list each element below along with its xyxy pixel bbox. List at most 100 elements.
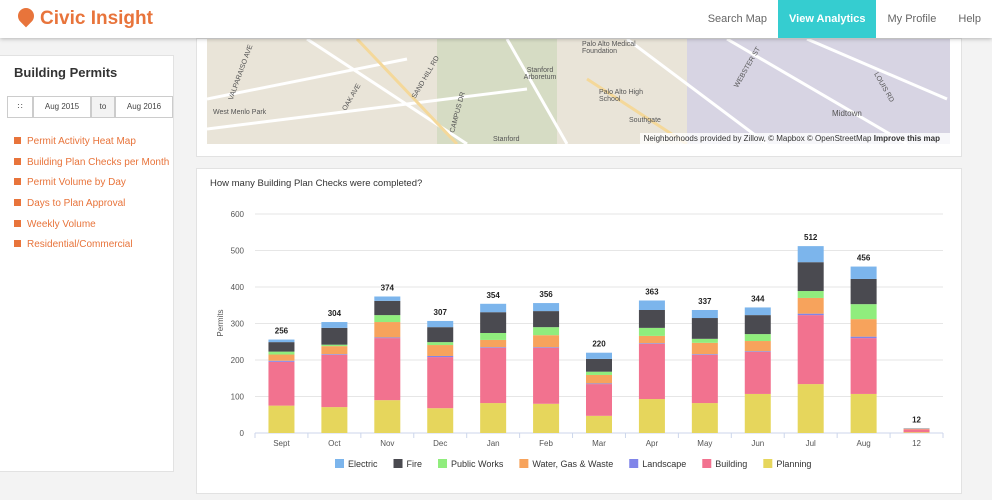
y-axis-label: Permits: [216, 309, 225, 336]
link-icon: [14, 157, 21, 165]
sidebar-link[interactable]: Permit Activity Heat Map: [14, 136, 169, 157]
x-tick-label: May: [697, 439, 712, 448]
bar-segment: [744, 393, 771, 433]
bar-segment: [691, 309, 718, 319]
bar-segment: [638, 300, 665, 310]
bar-segment: [586, 415, 612, 433]
legend-swatch: [393, 459, 403, 468]
x-tick-label: Jul: [806, 439, 816, 448]
legend-swatch: [629, 459, 639, 468]
bar-segment: [268, 339, 295, 343]
bar-segment: [321, 354, 348, 355]
y-tick-label: 200: [231, 356, 245, 365]
link-icon: [14, 199, 21, 207]
map-label: Southgate: [629, 117, 661, 124]
bar-segment: [691, 338, 718, 343]
bar-segment: [850, 319, 877, 337]
bar-segment: [533, 347, 560, 348]
bar-segment: [691, 403, 718, 433]
total-label: 307: [434, 308, 448, 317]
nav-item[interactable]: View Analytics: [778, 0, 877, 38]
bar-segment: [638, 327, 665, 336]
x-tick-label: Mar: [592, 439, 606, 448]
legend-label: Landscape: [642, 459, 686, 469]
bar-segment: [374, 296, 401, 301]
map[interactable]: VALPARAISO AVE West Menlo Park OAK AVE S…: [207, 39, 950, 144]
bar-segment: [480, 347, 507, 404]
total-label: 12: [912, 416, 921, 425]
bar-segment: [480, 303, 507, 313]
nav-item[interactable]: Help: [958, 13, 981, 25]
bar-segment: [638, 343, 665, 400]
total-label: 363: [645, 288, 659, 297]
total-label: 256: [275, 327, 289, 336]
link-text: Weekly Volume: [27, 218, 96, 230]
bar-segment: [691, 342, 718, 355]
bar-segment: [268, 360, 295, 362]
bar-segment: [850, 338, 877, 394]
logo[interactable]: Civic Insight: [40, 8, 153, 29]
calendar-button[interactable]: ∷: [7, 96, 33, 118]
bar-segment: [480, 347, 507, 348]
bar-segment: [427, 345, 454, 356]
bar-segment: [374, 400, 401, 433]
logo-icon: [14, 4, 38, 28]
map-label: Palo Alto High School: [599, 89, 643, 103]
total-label: 304: [328, 309, 342, 318]
total-label: 220: [592, 340, 606, 349]
sidebar-link[interactable]: Weekly Volume: [14, 219, 169, 240]
x-tick-label: Jun: [751, 439, 764, 448]
total-label: 356: [539, 290, 553, 299]
bar-segment: [797, 384, 824, 433]
legend-label: Fire: [407, 459, 423, 469]
map-bg: [207, 39, 950, 144]
bar-segment: [691, 354, 718, 404]
bar-segment: [427, 342, 454, 346]
bar-segment: [268, 354, 295, 361]
bar-segment: [268, 342, 295, 352]
bar-segment: [638, 343, 665, 344]
link-icon: [14, 219, 21, 227]
x-tick-label: Apr: [646, 439, 659, 448]
link-text: Residential/Commercial: [27, 239, 133, 251]
bar-segment: [850, 304, 877, 320]
date-from[interactable]: Aug 2015: [33, 96, 91, 118]
bar-segment: [850, 393, 877, 433]
map-label: Palo Alto Medical Foundation: [582, 41, 636, 55]
bar-segment: [480, 339, 507, 348]
sidebar-link[interactable]: Days to Plan Approval: [14, 198, 169, 219]
nav-item[interactable]: Search Map: [707, 13, 768, 25]
attribution-text: Neighborhoods provided by Zillow, © Mapb…: [643, 134, 872, 143]
bar-segment: [797, 313, 824, 316]
map-label: Midtown: [832, 109, 862, 118]
bar-segment: [744, 307, 771, 316]
bar-segment: [374, 337, 401, 339]
x-tick-label: Sept: [273, 439, 290, 448]
bar-segment: [427, 408, 454, 433]
attribution: Neighborhoods provided by Zillow, © Mapb…: [639, 133, 950, 144]
sidebar-link[interactable]: Permit Volume by Day: [14, 177, 169, 198]
legend-swatch: [763, 459, 773, 468]
link-text: Permit Volume by Day: [27, 177, 126, 189]
bar-segment: [903, 432, 930, 433]
bar-segment: [744, 315, 771, 335]
bar-segment: [321, 354, 348, 408]
bar-segment: [480, 332, 507, 340]
legend-swatch: [702, 459, 712, 468]
bar-segment: [533, 303, 560, 312]
bar-segment: [586, 383, 612, 385]
date-sep: to: [91, 96, 115, 118]
date-to[interactable]: Aug 2016: [115, 96, 173, 118]
sidebar-link[interactable]: Building Plan Checks per Month: [14, 157, 169, 178]
bar-segment: [321, 407, 348, 433]
nav-item[interactable]: My Profile: [887, 13, 937, 25]
link-text: Building Plan Checks per Month: [27, 156, 170, 168]
map-label: Stanford: [493, 136, 520, 143]
bar-segment: [427, 327, 454, 343]
bar-segment: [321, 327, 348, 345]
sidebar-link[interactable]: Residential/Commercial: [14, 239, 169, 260]
link-icon: [14, 178, 21, 186]
improve-link[interactable]: Improve this map: [873, 134, 940, 143]
bar-segment: [374, 315, 401, 323]
